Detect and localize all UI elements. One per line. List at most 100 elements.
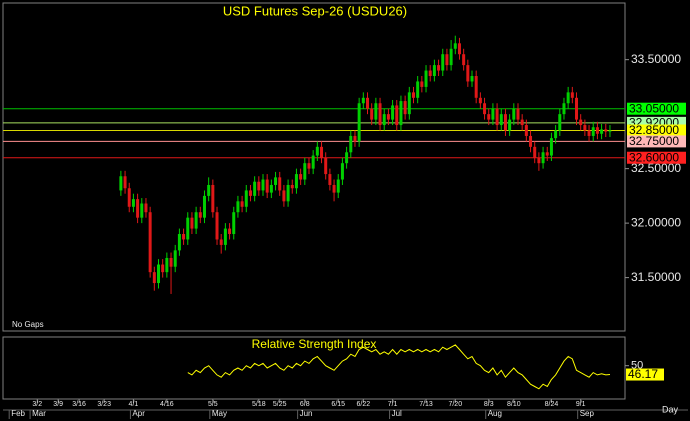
candle-body	[198, 212, 202, 218]
month-label: Sep	[580, 409, 595, 418]
x-tick-label: 4/16	[160, 401, 174, 408]
candle-body	[228, 228, 232, 235]
month-label: Aug	[488, 409, 502, 418]
candle-body	[424, 70, 428, 87]
candle-body	[315, 146, 319, 156]
x-tick-label: 6/15	[331, 401, 345, 408]
candle-body	[533, 146, 537, 158]
y-tick-label: 31.50000	[631, 270, 681, 284]
candle-body	[570, 92, 574, 98]
candle-body	[583, 125, 587, 131]
candle-body	[345, 152, 349, 164]
rsi-title: Relative Strength Index	[252, 337, 377, 351]
candle-body	[453, 43, 457, 49]
candle-body	[332, 184, 336, 193]
candle-body	[244, 190, 248, 207]
candle-body	[395, 105, 399, 126]
month-label: Jul	[392, 409, 402, 418]
candle-body	[357, 103, 361, 142]
level-label-box	[627, 124, 686, 137]
candle-body	[558, 114, 562, 131]
candle-body	[432, 65, 436, 77]
candle-body	[215, 212, 219, 240]
y-tick-label: 33.50000	[631, 52, 681, 66]
candle-body	[391, 105, 395, 120]
candle-body	[127, 188, 131, 207]
candle-body	[562, 103, 566, 115]
candle-body	[478, 97, 482, 104]
candle-body	[537, 157, 541, 164]
candle-body	[503, 114, 507, 131]
candle-body	[520, 119, 524, 126]
candle-body	[407, 92, 411, 115]
candle-body	[437, 65, 441, 71]
candle-body	[186, 217, 190, 240]
candle-body	[282, 190, 286, 202]
candle-body	[554, 130, 558, 139]
candle-body	[265, 179, 269, 193]
candle-body	[307, 163, 311, 169]
month-label: Jun	[300, 409, 313, 418]
candle-body	[499, 114, 503, 126]
candle-body	[462, 54, 466, 66]
rsi-panel	[2, 336, 626, 400]
candle-body	[177, 234, 181, 251]
candle-body	[320, 146, 324, 158]
candle-body	[466, 65, 470, 82]
month-label: May	[212, 409, 227, 418]
candle-body	[140, 203, 144, 218]
candle-body	[403, 101, 407, 115]
candle-body	[286, 184, 290, 202]
candle-body	[328, 174, 332, 185]
candle-body	[587, 130, 591, 136]
candle-body	[182, 234, 186, 240]
candle-body	[370, 108, 374, 120]
candle-body	[240, 201, 244, 207]
candle-body	[416, 81, 420, 98]
candle-body	[290, 184, 294, 189]
candle-body	[165, 257, 169, 273]
candle-body	[294, 174, 298, 189]
x-tick-label: 6/22	[357, 401, 371, 408]
candle-body	[223, 228, 227, 245]
x-tick-label: 7/13	[419, 401, 433, 408]
candle-body	[604, 129, 608, 132]
candle-body	[374, 103, 378, 120]
x-tick-label: 4/1	[129, 401, 139, 408]
candle-body	[353, 135, 357, 142]
rsi-line	[187, 344, 611, 390]
candle-body	[420, 81, 424, 87]
price-panel	[2, 2, 626, 332]
candle-body	[123, 176, 127, 189]
level-label: 33.05000	[629, 101, 679, 115]
candle-body	[119, 176, 123, 191]
candle-body	[131, 199, 135, 207]
candle-body	[349, 135, 353, 153]
x-tick-label: 3/23	[97, 401, 111, 408]
x-unit-label: Day	[662, 404, 679, 414]
candle-body	[591, 127, 595, 136]
candle-body	[144, 203, 148, 213]
candle-body	[261, 179, 265, 191]
x-tick-label: 5/18	[252, 401, 266, 408]
note: No Gaps	[12, 320, 44, 329]
candle-body	[173, 250, 177, 267]
candle-body	[512, 108, 516, 120]
candle-body	[161, 264, 165, 273]
candle-body	[566, 92, 570, 104]
x-tick-label: 6/8	[300, 401, 310, 408]
level-label: 32.85000	[629, 123, 679, 137]
candle-body	[508, 119, 512, 131]
candle-body	[545, 152, 549, 156]
candle-body	[382, 114, 386, 126]
candle-body	[202, 195, 206, 218]
x-tick-label: 9/1	[576, 401, 586, 408]
candle-body	[441, 54, 445, 71]
candle-body	[457, 43, 461, 55]
candle-body	[253, 181, 257, 196]
candle-body	[428, 70, 432, 77]
y-tick-label: 32.50000	[631, 161, 681, 175]
x-tick-label: 5/5	[208, 401, 218, 408]
x-tick-label: 8/10	[507, 401, 521, 408]
x-tick-label: 8/3	[484, 401, 494, 408]
